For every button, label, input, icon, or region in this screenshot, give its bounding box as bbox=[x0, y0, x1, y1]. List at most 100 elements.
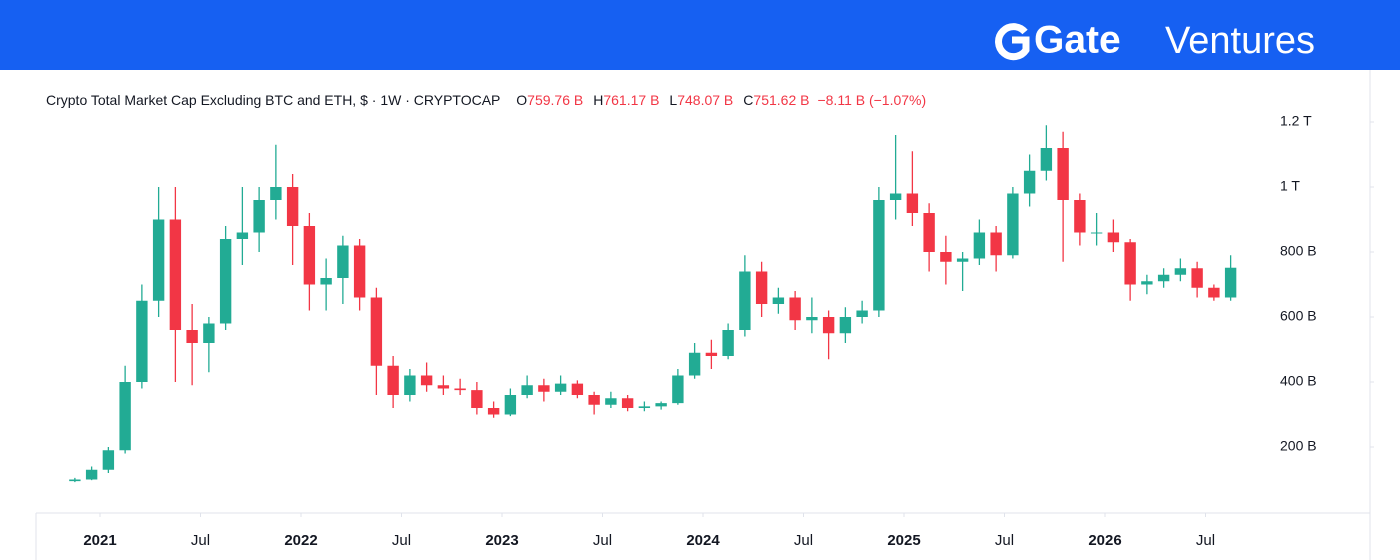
candle-body bbox=[705, 352, 718, 356]
ohlc-value: 751.62 B bbox=[753, 92, 810, 108]
candle-body bbox=[85, 469, 98, 480]
y-tick-label: 1.2 T bbox=[1280, 113, 1312, 129]
x-tick-label: 2024 bbox=[686, 532, 720, 549]
candle-body bbox=[605, 398, 617, 405]
candle-body bbox=[320, 278, 332, 285]
legend-title: Crypto Total Market Cap Excluding BTC an… bbox=[46, 92, 501, 108]
candle-body bbox=[1023, 170, 1036, 194]
ohlc-key: C bbox=[743, 92, 754, 108]
candle-body bbox=[1157, 274, 1170, 282]
candle-body bbox=[119, 382, 131, 451]
ohlc-value: 759.76 B bbox=[527, 92, 584, 108]
candle-body bbox=[69, 479, 81, 482]
candle-body bbox=[404, 375, 416, 395]
ohlc-key: O bbox=[516, 92, 528, 108]
candle-body bbox=[755, 271, 768, 304]
x-tick-label: Jul bbox=[794, 532, 813, 549]
candle-body bbox=[588, 395, 600, 405]
x-tick-label: Jul bbox=[593, 532, 612, 549]
candle-body bbox=[1124, 242, 1136, 285]
x-tick-label: Jul bbox=[995, 532, 1014, 549]
candle-body bbox=[822, 317, 835, 334]
candle-body bbox=[856, 310, 868, 317]
change: −8.11 B (−1.07%) bbox=[817, 92, 927, 108]
brand: Gate bbox=[1034, 18, 1121, 61]
candle-body bbox=[940, 252, 952, 262]
candle-body bbox=[906, 193, 919, 213]
candle-body bbox=[521, 385, 533, 395]
candle-body bbox=[873, 200, 885, 311]
candle-body bbox=[638, 406, 651, 408]
y-tick-label: 400 B bbox=[1280, 373, 1317, 389]
legend: Crypto Total Market Cap Excluding BTC an… bbox=[46, 92, 934, 108]
y-tick-label: 800 B bbox=[1280, 243, 1317, 259]
logo-icon bbox=[995, 23, 1030, 61]
ohlc-key: H bbox=[593, 92, 604, 108]
candle-body bbox=[839, 317, 852, 334]
candle-body bbox=[337, 245, 349, 278]
ohlc-value: 761.17 B bbox=[603, 92, 660, 108]
candle-body bbox=[956, 258, 969, 262]
candle-body bbox=[889, 193, 902, 200]
header-bar bbox=[0, 0, 1400, 70]
candle-body bbox=[722, 330, 734, 356]
x-tick-label: Jul bbox=[392, 532, 411, 549]
candle-body bbox=[270, 187, 282, 200]
candle-body bbox=[1040, 148, 1053, 171]
candle-body bbox=[136, 300, 148, 382]
candle-body bbox=[203, 323, 215, 343]
candle-body bbox=[1074, 200, 1086, 233]
candle-body bbox=[772, 297, 785, 304]
x-tick-label: 2022 bbox=[284, 532, 317, 549]
candle-body bbox=[554, 383, 567, 392]
candle-body bbox=[1224, 267, 1237, 298]
candle-body bbox=[739, 271, 751, 330]
candle-body bbox=[973, 232, 986, 259]
x-tick-label: 2021 bbox=[83, 532, 116, 549]
y-tick-label: 600 B bbox=[1280, 308, 1317, 324]
candle-body bbox=[152, 219, 165, 301]
candle-body bbox=[621, 398, 634, 408]
candle-body bbox=[353, 245, 366, 298]
candle-body bbox=[538, 385, 550, 392]
x-tick-label: 2025 bbox=[887, 532, 920, 549]
candle-body bbox=[1007, 193, 1019, 256]
candle-body bbox=[655, 403, 667, 407]
candle-body bbox=[1174, 268, 1187, 275]
candle-body bbox=[1090, 232, 1103, 234]
candle-body bbox=[571, 383, 584, 395]
brand-sub: Ventures bbox=[1165, 20, 1315, 62]
candle-body bbox=[286, 187, 299, 226]
candle-body bbox=[219, 239, 232, 324]
x-tick-label: 2026 bbox=[1088, 532, 1121, 549]
ohlc-key: L bbox=[669, 92, 678, 108]
candle-body bbox=[504, 395, 517, 415]
candle-body bbox=[1107, 232, 1120, 243]
x-tick-label: Jul bbox=[191, 532, 210, 549]
candle-body bbox=[236, 232, 249, 239]
candle-body bbox=[102, 450, 115, 470]
candle-body bbox=[303, 226, 316, 285]
candle-body bbox=[1057, 148, 1069, 200]
y-tick-label: 200 B bbox=[1280, 438, 1317, 454]
candle-body bbox=[471, 390, 483, 408]
candle-body bbox=[253, 200, 265, 233]
candle-body bbox=[437, 385, 450, 389]
candle-body bbox=[370, 297, 383, 366]
x-tick-label: 2023 bbox=[485, 532, 518, 549]
candle-body bbox=[1191, 268, 1203, 288]
candle-body bbox=[672, 375, 684, 404]
candle-body bbox=[806, 317, 818, 321]
candle-body bbox=[487, 408, 500, 415]
candle-body bbox=[789, 297, 801, 321]
candle-body bbox=[186, 330, 198, 343]
x-tick-label: Jul bbox=[1196, 532, 1215, 549]
candle-body bbox=[454, 388, 466, 391]
candle-body bbox=[990, 232, 1002, 256]
candle-body bbox=[420, 375, 433, 386]
candle-body bbox=[1208, 287, 1220, 298]
candle-body bbox=[923, 213, 935, 252]
candle-body bbox=[688, 352, 701, 376]
